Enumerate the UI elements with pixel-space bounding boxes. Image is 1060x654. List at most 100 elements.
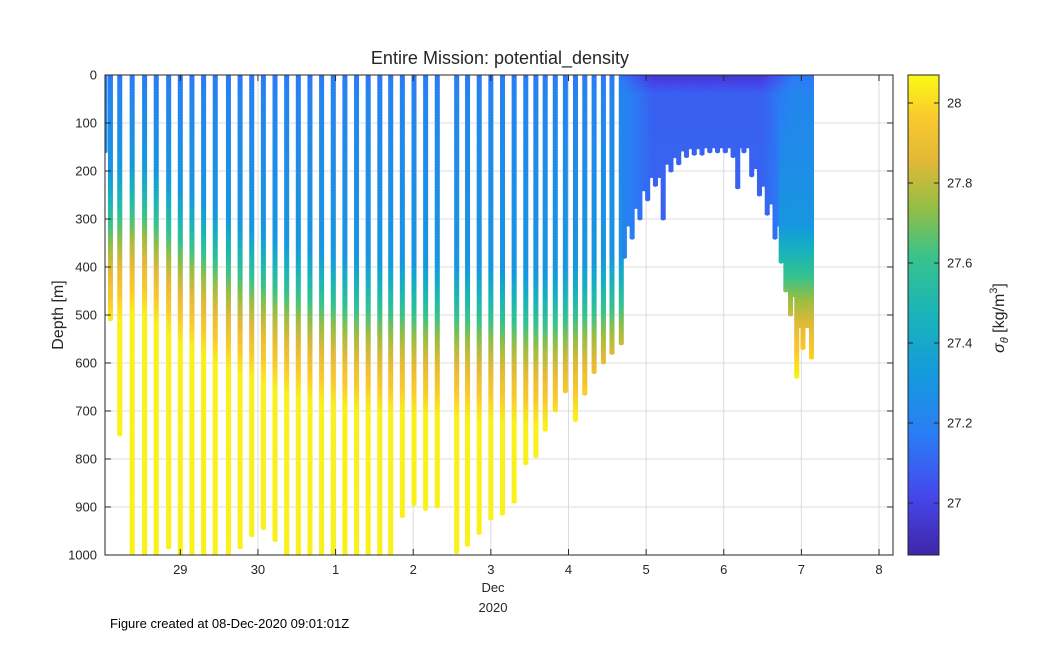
profile-sample (307, 374, 313, 378)
profile-sample (189, 100, 195, 105)
profile-sample (189, 469, 195, 474)
profile-sample (342, 244, 348, 249)
profile-sample (107, 288, 113, 292)
profile-sample (117, 103, 123, 108)
profile-sample (365, 141, 371, 145)
profile-sample (434, 391, 440, 396)
profile-sample (142, 253, 148, 258)
profile-sample (225, 515, 231, 520)
profile-sample (342, 331, 348, 335)
profile-sample (465, 293, 471, 298)
profile-sample (434, 394, 440, 399)
profile-sample (388, 293, 394, 298)
profile-sample (284, 302, 290, 306)
profile-sample (354, 432, 360, 436)
profile-sample (330, 518, 336, 522)
profile-sample (307, 92, 313, 96)
profile-sample (284, 489, 290, 494)
profile-sample (142, 158, 148, 162)
profile-sample (284, 377, 290, 381)
profile-sample (153, 365, 159, 370)
profile-sample (201, 282, 207, 286)
profile-sample (284, 420, 290, 425)
profile-sample (307, 305, 313, 309)
profile-sample (272, 184, 278, 188)
profile-sample (295, 219, 301, 223)
profile-sample (330, 342, 336, 347)
profile-sample (272, 115, 278, 119)
profile-sample (342, 426, 348, 430)
profile-sample (307, 501, 313, 505)
profile-sample (237, 100, 243, 105)
profile-sample (342, 489, 348, 494)
profile-sample (189, 337, 195, 341)
profile-sample (330, 391, 336, 396)
profile-sample (260, 224, 266, 229)
profile-sample (388, 486, 394, 491)
profile-sample (307, 80, 313, 85)
profile-sample (365, 244, 371, 249)
profile-sample (153, 469, 159, 474)
profile-sample (342, 383, 348, 387)
profile-sample (107, 175, 113, 180)
profile-sample (284, 322, 290, 327)
profile-sample (399, 92, 405, 96)
profile-sample (225, 420, 231, 425)
profile-sample (189, 147, 195, 151)
profile-sample (249, 129, 255, 134)
profile-sample (249, 170, 255, 174)
profile-sample (307, 521, 313, 525)
profile-sample (388, 524, 394, 528)
profile-sample (388, 535, 394, 540)
profile-sample (272, 86, 278, 90)
profile-sample (354, 155, 360, 160)
profile-sample (319, 106, 325, 111)
profile-sample (295, 207, 301, 211)
profile-sample (284, 365, 290, 370)
profile-sample (295, 541, 301, 546)
profile-sample (212, 198, 218, 203)
profile-sample (272, 417, 278, 422)
profile-sample (330, 475, 336, 479)
profile-sample (284, 115, 290, 119)
profile-sample (434, 429, 440, 433)
profile-sample (319, 305, 325, 309)
profile-sample (330, 380, 336, 384)
profile-sample (411, 227, 417, 232)
profile-sample (153, 483, 159, 488)
profile-sample (423, 89, 429, 93)
profile-sample (237, 391, 243, 396)
profile (212, 75, 218, 555)
profile-sample (365, 435, 371, 439)
profile-sample (342, 311, 348, 315)
profile-sample (465, 201, 471, 206)
profile-sample (237, 501, 243, 505)
profile-sample (260, 253, 266, 258)
profile-sample (411, 224, 417, 229)
profile-sample (307, 270, 313, 275)
profile-sample (201, 216, 207, 220)
profile-sample (354, 515, 360, 520)
profile-sample (166, 83, 172, 88)
profile-sample (201, 469, 207, 474)
profile-sample (212, 481, 218, 485)
profile-sample (365, 144, 371, 148)
profile-sample (225, 276, 231, 281)
profile-sample (189, 250, 195, 255)
profile-sample (177, 129, 183, 134)
profile-sample (177, 374, 183, 378)
profile-sample (201, 365, 207, 370)
profile-sample (225, 524, 231, 528)
profile-sample (434, 489, 440, 494)
profile-sample (295, 230, 301, 234)
profile-sample (153, 414, 159, 419)
profile-sample (117, 325, 123, 330)
profile-sample (153, 265, 159, 269)
profile-sample (307, 227, 313, 232)
profile-sample (107, 204, 113, 209)
profile-sample (177, 319, 183, 324)
profile-sample (249, 89, 255, 93)
profile-sample (129, 204, 135, 209)
profile-sample (153, 167, 159, 171)
profile-sample (284, 334, 290, 338)
